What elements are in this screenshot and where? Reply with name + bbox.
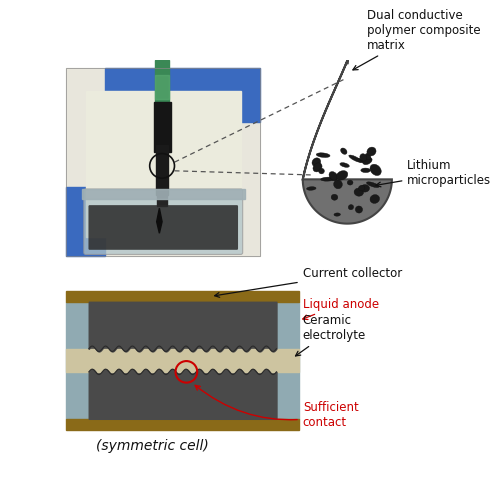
Text: Lithium
microparticles: Lithium microparticles: [376, 159, 492, 187]
Ellipse shape: [367, 147, 376, 156]
Bar: [66, 68, 260, 256]
Ellipse shape: [354, 188, 364, 196]
Ellipse shape: [370, 194, 380, 203]
Text: Dual conductive
polymer composite
matrix: Dual conductive polymer composite matrix: [353, 9, 480, 70]
Ellipse shape: [360, 184, 370, 192]
Bar: [66, 419, 299, 430]
Bar: [158, 189, 166, 206]
Ellipse shape: [320, 177, 334, 181]
Ellipse shape: [348, 204, 354, 210]
FancyBboxPatch shape: [88, 205, 238, 250]
Bar: [66, 302, 89, 419]
Ellipse shape: [340, 162, 349, 168]
FancyBboxPatch shape: [84, 189, 242, 254]
Ellipse shape: [362, 158, 372, 164]
Text: (symmetric cell): (symmetric cell): [96, 439, 209, 453]
Text: Ceramic
electrolyte: Ceramic electrolyte: [296, 314, 366, 356]
Bar: [154, 60, 170, 110]
Ellipse shape: [370, 164, 382, 175]
Bar: [66, 291, 299, 302]
Ellipse shape: [349, 155, 362, 162]
Ellipse shape: [358, 186, 365, 190]
Bar: [105, 68, 260, 122]
Ellipse shape: [318, 168, 324, 174]
Bar: [66, 187, 105, 256]
Ellipse shape: [331, 194, 338, 200]
Bar: [66, 68, 260, 256]
Bar: [154, 76, 170, 98]
Ellipse shape: [366, 182, 379, 188]
Bar: [89, 372, 276, 419]
Ellipse shape: [316, 153, 330, 158]
Ellipse shape: [334, 213, 340, 216]
Text: Current collector: Current collector: [214, 267, 402, 298]
Text: Liquid anode: Liquid anode: [303, 298, 379, 320]
Ellipse shape: [356, 158, 364, 163]
Text: Sufficient
contact: Sufficient contact: [195, 386, 358, 428]
Bar: [86, 91, 241, 237]
Ellipse shape: [312, 158, 320, 166]
Ellipse shape: [360, 154, 367, 161]
Ellipse shape: [313, 163, 322, 172]
Ellipse shape: [348, 180, 353, 185]
Polygon shape: [156, 208, 162, 233]
Ellipse shape: [330, 174, 338, 180]
Bar: [66, 349, 299, 372]
Ellipse shape: [356, 206, 362, 213]
Polygon shape: [303, 47, 392, 224]
Ellipse shape: [334, 180, 342, 188]
Ellipse shape: [340, 148, 347, 154]
Bar: [154, 102, 170, 152]
Bar: [89, 302, 276, 349]
Bar: [82, 189, 244, 198]
Bar: [156, 144, 168, 194]
Ellipse shape: [306, 186, 316, 190]
Ellipse shape: [329, 172, 338, 180]
Ellipse shape: [336, 170, 348, 180]
Ellipse shape: [361, 168, 370, 172]
Ellipse shape: [365, 154, 371, 160]
Bar: [276, 302, 299, 419]
